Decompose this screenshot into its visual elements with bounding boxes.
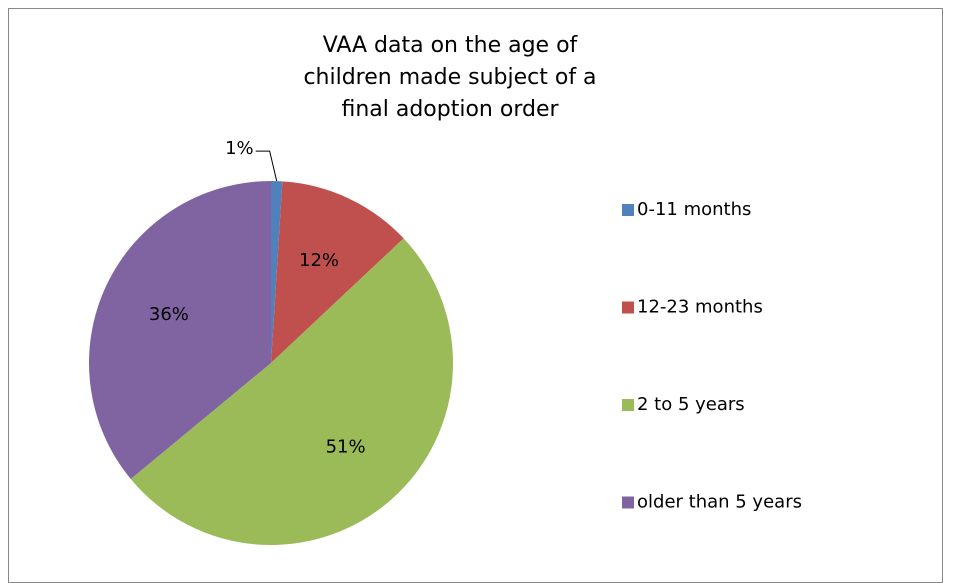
legend-swatch	[622, 204, 634, 216]
data-label: 36%	[149, 304, 189, 325]
data-label: 12%	[299, 250, 339, 271]
legend-swatch	[622, 399, 634, 411]
legend-label: 2 to 5 years	[637, 394, 745, 415]
pie-slice	[271, 181, 404, 363]
leader-line	[255, 150, 278, 182]
pie-slice	[88, 181, 271, 480]
legend-swatch	[622, 496, 634, 509]
data-label: 51%	[326, 437, 366, 458]
data-label: 1%	[225, 138, 254, 159]
chart-title: VAA data on the age of children made sub…	[303, 33, 597, 122]
pie-slice	[130, 238, 453, 545]
legend-swatch	[622, 301, 634, 314]
legend-label: older than 5 years	[637, 492, 802, 513]
pie-slice	[271, 181, 283, 363]
legend-label: 0-11 months	[637, 199, 751, 220]
legend-label: 12-23 months	[637, 297, 763, 318]
